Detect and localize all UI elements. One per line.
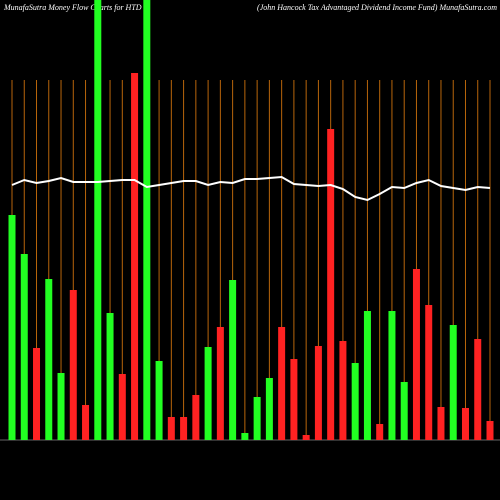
- bar: [94, 0, 102, 440]
- bar: [278, 327, 286, 440]
- bar: [253, 397, 261, 440]
- bar: [241, 433, 249, 440]
- flow-line: [11, 175, 491, 202]
- bar: [327, 129, 335, 440]
- bar: [143, 0, 151, 440]
- bar: [57, 373, 65, 440]
- chart-subtitle: (John Hancock Tax Advantaged Dividend In…: [257, 3, 497, 12]
- bar: [180, 417, 188, 440]
- bar: [461, 408, 469, 440]
- bar: [20, 254, 28, 440]
- bar: [437, 407, 445, 440]
- bar: [339, 341, 347, 440]
- bar: [69, 290, 77, 440]
- bar: [106, 313, 114, 440]
- bar: [265, 378, 273, 440]
- bar: [425, 305, 433, 440]
- bar: [8, 215, 16, 440]
- bar: [118, 374, 126, 440]
- bar: [216, 327, 224, 440]
- bar: [229, 280, 237, 440]
- bar: [388, 311, 396, 440]
- chart-title: MunafaSutra Money Flow Charts for HTD: [3, 3, 142, 12]
- bar: [155, 361, 163, 440]
- bar: [486, 421, 494, 440]
- bar: [474, 339, 482, 440]
- bar: [376, 424, 384, 440]
- bar: [363, 311, 371, 440]
- bar: [449, 325, 457, 440]
- bar: [82, 405, 90, 440]
- bar: [192, 395, 200, 440]
- bar: [400, 382, 408, 440]
- bar: [351, 363, 359, 440]
- bar: [290, 359, 298, 440]
- bar: [302, 435, 310, 440]
- bar: [314, 346, 322, 440]
- bar: [204, 347, 212, 440]
- bar: [33, 348, 41, 440]
- bar: [131, 73, 139, 440]
- bar: [412, 269, 420, 440]
- bar: [45, 279, 53, 440]
- bar: [167, 417, 175, 440]
